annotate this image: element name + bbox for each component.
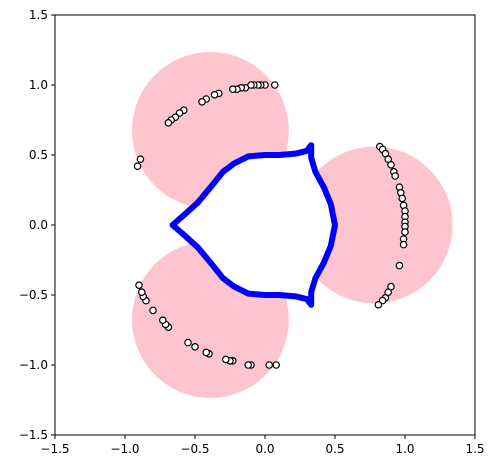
y-tick-label: 1.0 — [29, 78, 48, 92]
x-tick-label: 1.5 — [465, 442, 484, 456]
axes: −1.5 −1.0 −0.5 0.0 0.5 1.0 1.5 −1.5 −1.0 −0.5 0.0 0… — [19, 8, 485, 456]
scatter-point-20 — [136, 155, 145, 164]
scatter-point-46 — [272, 361, 281, 369]
scatter-point-31 — [398, 194, 407, 203]
y-tick-label: −1.5 — [19, 428, 48, 442]
scatter-point-40 — [395, 261, 404, 270]
scatter-point-47 — [265, 361, 274, 369]
y-tick-label: 1.5 — [29, 8, 48, 22]
scatter-point-26 — [387, 161, 395, 169]
x-tick-label: −0.5 — [180, 442, 209, 456]
y-tick-label: −1.0 — [19, 358, 48, 372]
scatter-point-12 — [210, 91, 219, 99]
y-tick-label: 0.5 — [29, 148, 48, 162]
scatter-point-19 — [164, 119, 173, 127]
scatter-point-45 — [374, 300, 383, 309]
scatter-point-28 — [391, 172, 400, 180]
scatter-point-21 — [133, 162, 142, 171]
scatter-point-56 — [184, 338, 192, 347]
y-tick-label: −0.5 — [19, 288, 48, 302]
scatter-point-49 — [244, 361, 253, 369]
scatter-point-54 — [202, 348, 211, 357]
scatter-point-55 — [191, 342, 199, 351]
scatter-point-14 — [198, 98, 206, 106]
scatter-point-39 — [399, 240, 408, 249]
scatter-point-10 — [229, 85, 237, 94]
shaded-lobe-2 — [295, 146, 453, 304]
x-tick-label: 1.0 — [395, 442, 414, 456]
x-tick-label: −1.5 — [40, 442, 69, 456]
scatter-point-59 — [159, 316, 167, 325]
scatter-point-1 — [270, 81, 279, 89]
scatter-point-60 — [149, 306, 157, 315]
scatter-points — [133, 81, 409, 369]
x-tick-label: 0.0 — [255, 442, 274, 456]
scatter-point-63 — [138, 288, 146, 297]
scatter-point-37 — [401, 228, 409, 236]
x-tick-label: −1.0 — [110, 442, 139, 456]
y-tick-label: 0.0 — [29, 218, 48, 232]
scatter-point-64 — [135, 281, 143, 290]
scatter-point-52 — [222, 355, 230, 364]
inner-boundary — [169, 142, 338, 308]
x-tick-label: 0.5 — [325, 442, 344, 456]
inner-boundary-line — [169, 142, 338, 308]
